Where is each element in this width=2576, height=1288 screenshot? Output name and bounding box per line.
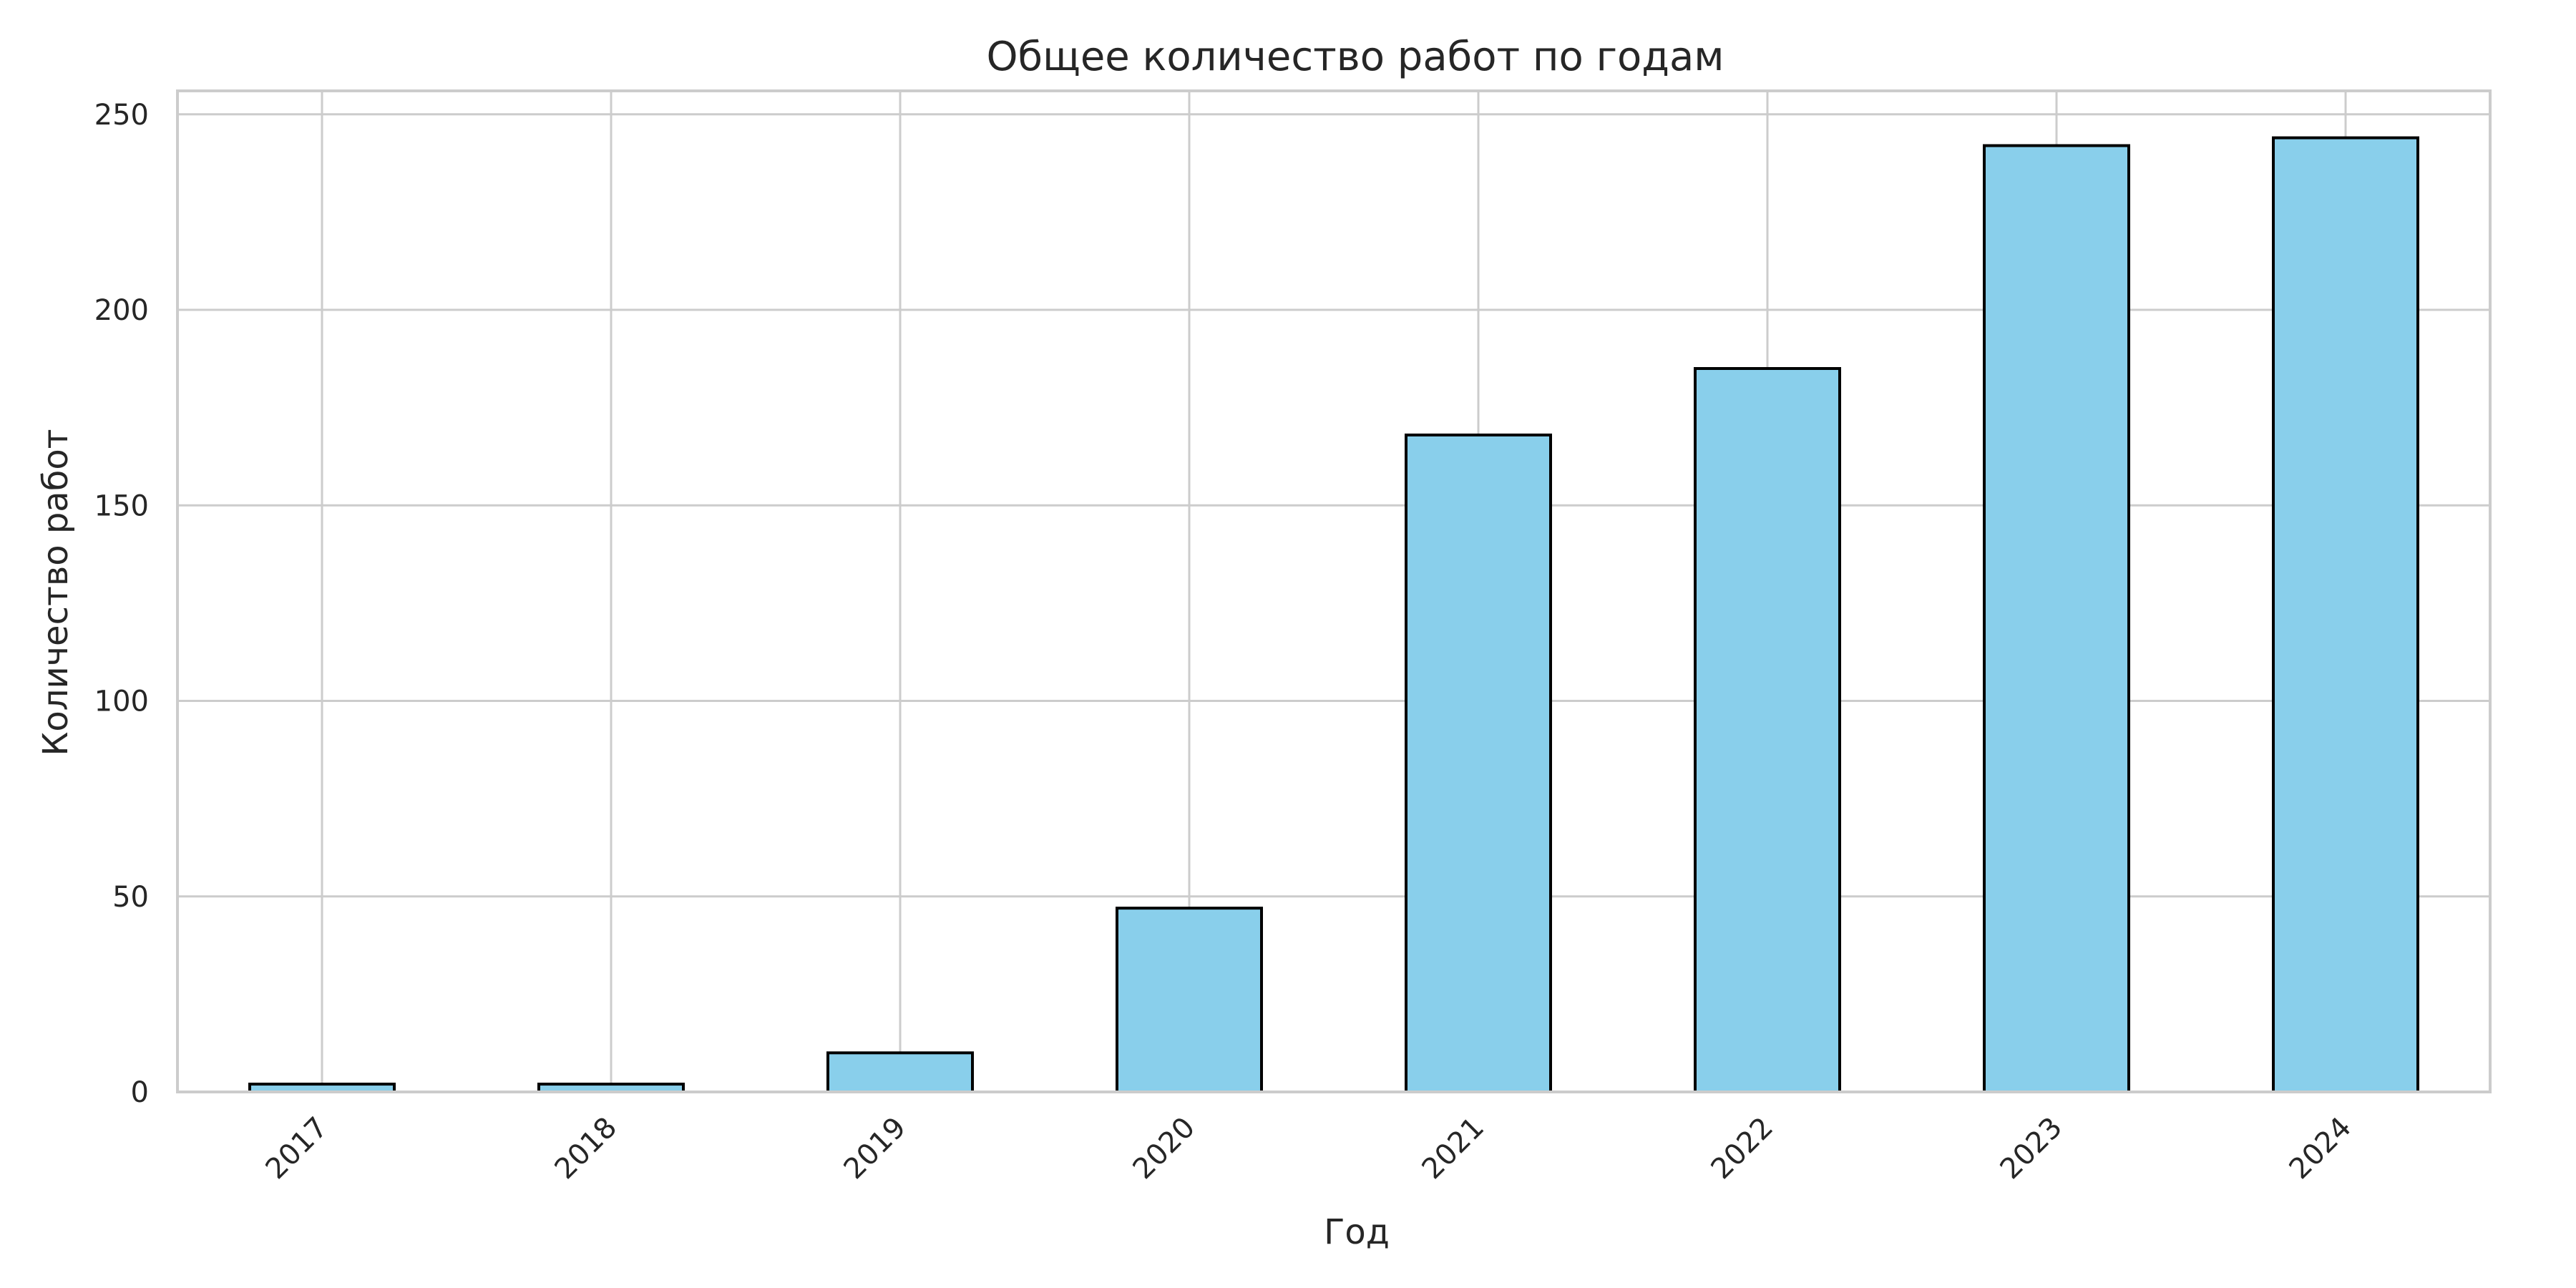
bar-2020 [1116, 907, 1263, 1093]
y-tick-label: 150 [94, 489, 149, 522]
x-axis-label: Год [1324, 1212, 1390, 1252]
y-tick-label: 0 [131, 1076, 149, 1109]
bar-2022 [1694, 367, 1841, 1093]
y-tick-label: 250 [94, 99, 149, 132]
y-tick-label: 100 [94, 686, 149, 718]
plot-frame [176, 89, 2492, 1093]
bar-2023 [1983, 144, 2130, 1093]
bar-2019 [826, 1051, 974, 1093]
y-tick-labels: 0 50 100 150 200 250 [94, 99, 149, 1109]
y-tick-label: 200 [94, 294, 149, 327]
y-axis-label: Количество работ [36, 429, 76, 756]
bar-2024 [2272, 136, 2419, 1093]
bar-2021 [1405, 433, 1552, 1093]
y-tick-label: 50 [112, 881, 149, 914]
chart-title: Общее количество работ по годам [986, 34, 1724, 80]
